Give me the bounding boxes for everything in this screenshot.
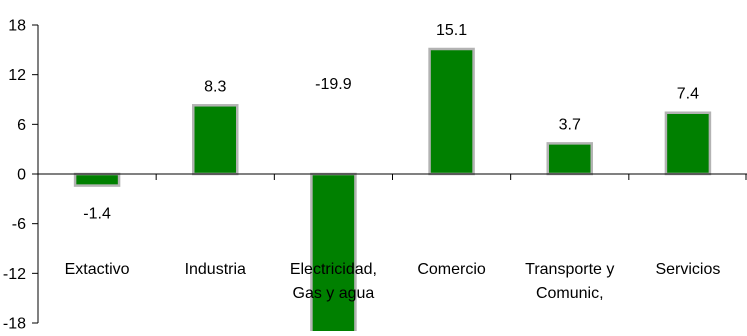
category-label: Industria xyxy=(185,261,246,278)
y-tick-label: -18 xyxy=(3,316,26,332)
category-label: Servicios xyxy=(655,261,720,278)
bars xyxy=(73,47,712,336)
y-tick-label: -6 xyxy=(12,216,26,233)
data-label: 15.1 xyxy=(436,22,467,39)
data-label: -19.9 xyxy=(315,76,352,93)
bar xyxy=(428,47,475,176)
y-tick-label: -12 xyxy=(3,266,26,283)
data-label: 7.4 xyxy=(677,86,699,103)
data-label: -1.4 xyxy=(83,206,111,223)
y-tick-label: 6 xyxy=(17,117,26,134)
category-label: Comercio xyxy=(417,261,486,278)
category-label: Electricidad, xyxy=(290,261,377,278)
labels: -1.4 8.3 -19.9 15.1 3.7 7.4 Extactivo Industria… xyxy=(65,22,721,302)
category-label: Transporte y xyxy=(525,261,614,278)
y-tick-label: 18 xyxy=(8,18,26,35)
bar xyxy=(192,104,239,176)
y-tick-label: 0 xyxy=(17,167,26,184)
category-label: Extactivo xyxy=(65,261,130,278)
bar xyxy=(73,172,121,187)
bar xyxy=(664,111,712,176)
data-label: 8.3 xyxy=(204,78,226,95)
category-label: Comunic, xyxy=(536,285,604,302)
axes xyxy=(37,25,747,323)
bar xyxy=(310,172,357,336)
bar xyxy=(546,142,593,176)
data-label: 3.7 xyxy=(559,116,581,133)
category-label: Gas y agua xyxy=(293,285,375,302)
y-axis: 18 12 6 0 -6 -12 -18 xyxy=(3,18,38,333)
y-tick-label: 12 xyxy=(8,67,26,84)
